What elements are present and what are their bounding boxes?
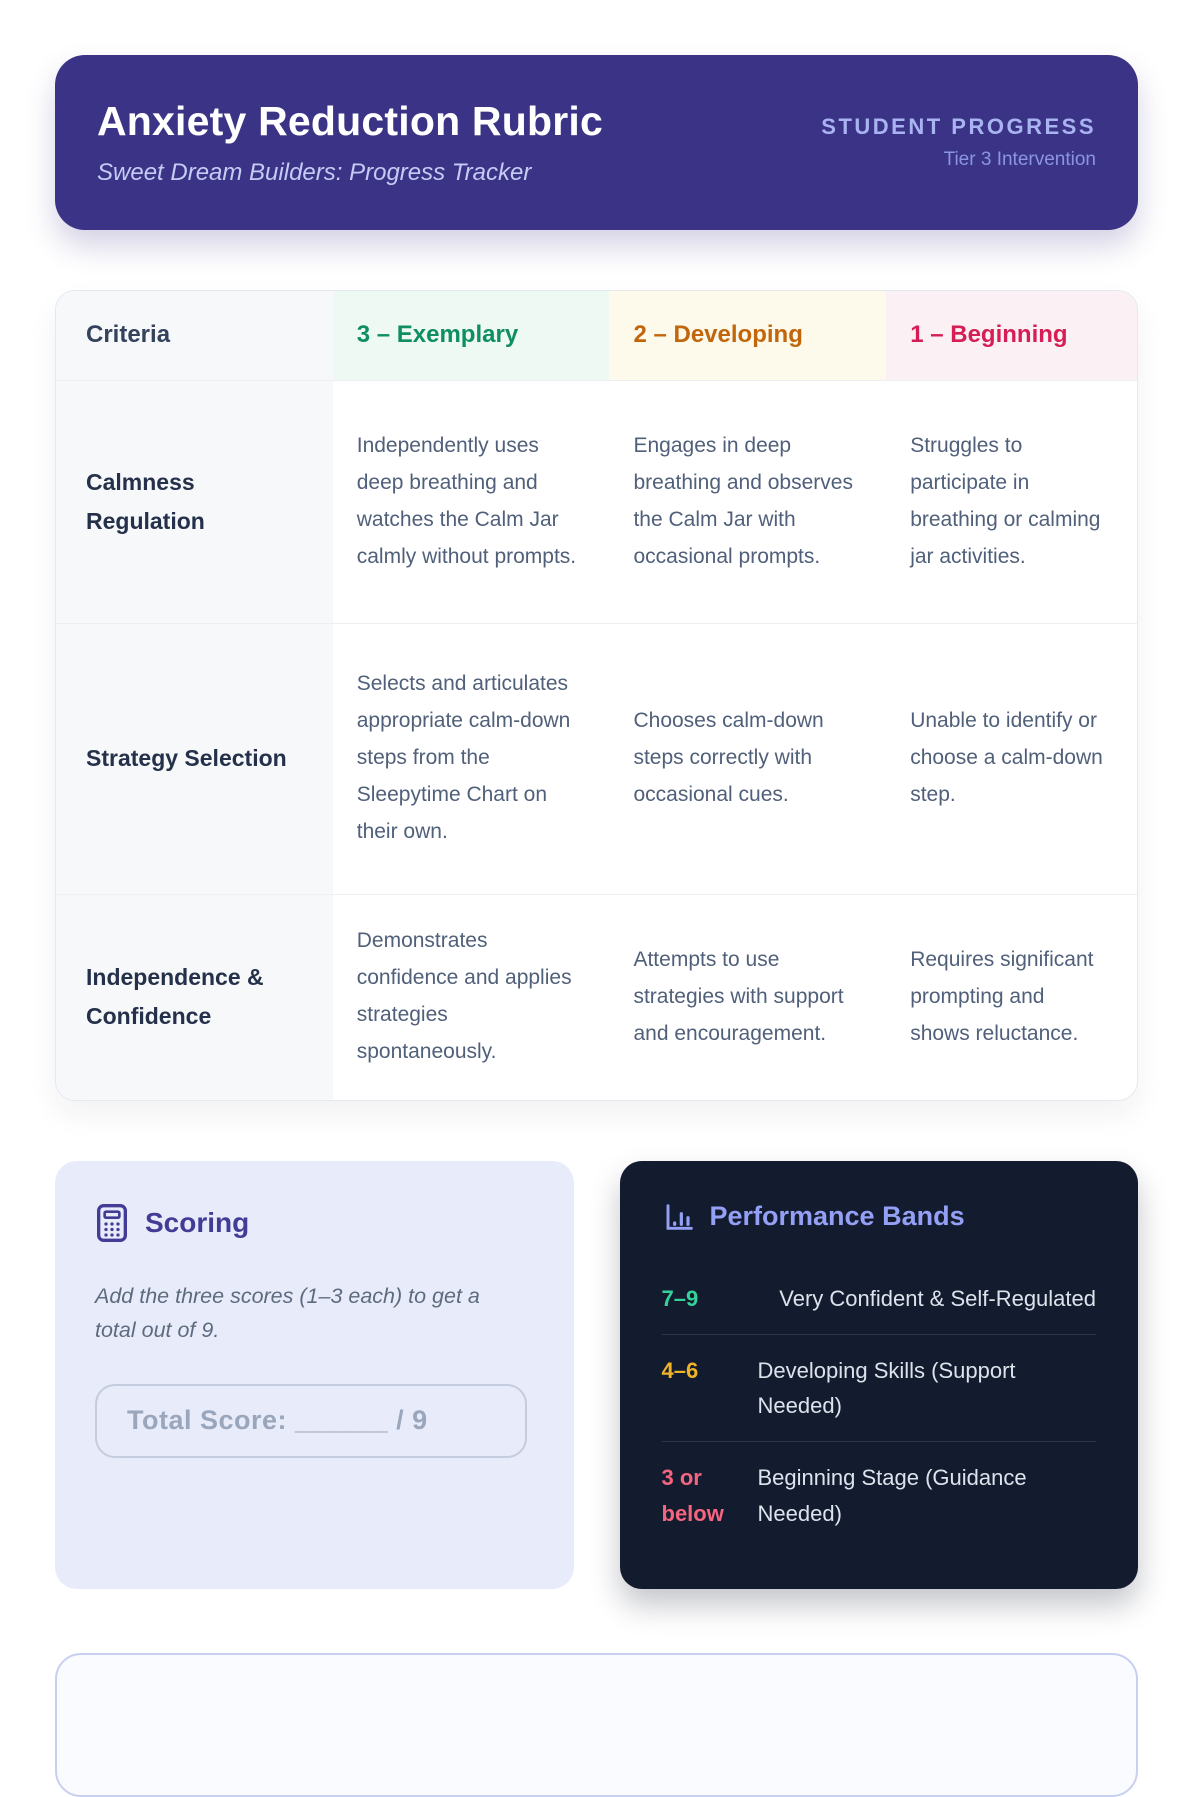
- criterion-label: Strategy Selection: [56, 623, 333, 894]
- bands-heading: Performance Bands: [662, 1201, 1097, 1233]
- bands-list: 7–9 Very Confident & Self-Regulated 4–6 …: [661, 1263, 1097, 1549]
- scoring-card: Scoring Add the three scores (1–3 each) …: [55, 1160, 574, 1589]
- next-section-card-partial: [55, 1652, 1138, 1797]
- cell-exemplary: Demonstrates confidence and applies stra…: [356, 929, 572, 1064]
- page-title: Anxiety Reduction Rubric: [97, 98, 603, 144]
- table-row: Strategy Selection Selects and articulat…: [56, 622, 1137, 894]
- scoring-instructions: Add the three scores (1–3 each) to get a…: [95, 1283, 480, 1343]
- band-range: 4–6: [661, 1357, 699, 1383]
- column-header-beginning: 1 – Beginning: [886, 291, 1137, 380]
- cell-beginning: Unable to identify or choose a calm-down…: [910, 709, 1103, 807]
- band-label: Beginning Stage (Guidance Needed): [757, 1465, 1027, 1526]
- bar-chart-icon: [662, 1201, 694, 1233]
- cell-beginning: Struggles to participate in breathing or…: [910, 433, 1101, 568]
- cell-exemplary: Independently uses deep breathing and wa…: [356, 433, 577, 568]
- criterion-label: Independence & Confidence: [56, 894, 333, 1100]
- header-banner: Anxiety Reduction Rubric Sweet Dream Bui…: [55, 55, 1138, 230]
- band-range: 3 or below: [661, 1465, 724, 1526]
- header-title-group: Anxiety Reduction Rubric Sweet Dream Bui…: [97, 98, 603, 187]
- cell-developing: Chooses calm-down steps correctly with o…: [633, 709, 824, 807]
- student-progress-tag: STUDENT PROGRESS: [821, 114, 1096, 139]
- table-row: Calmness Regulation Independently uses d…: [56, 379, 1137, 623]
- column-header-developing: 2 – Developing: [609, 291, 887, 380]
- criterion-label: Calmness Regulation: [56, 380, 333, 623]
- cell-developing: Attempts to use strategies with support …: [633, 947, 844, 1045]
- band-label: Developing Skills (Support Needed): [757, 1357, 1016, 1419]
- header-tag-group: STUDENT PROGRESS Tier 3 Intervention: [821, 114, 1096, 171]
- cell-developing: Engages in deep breathing and observes t…: [633, 433, 853, 568]
- calculator-icon: [95, 1203, 129, 1243]
- tier-label: Tier 3 Intervention: [943, 149, 1096, 170]
- band-row-low: 3 or below Beginning Stage (Guidance Nee…: [661, 1441, 1096, 1548]
- summary-cards-row: Scoring Add the three scores (1–3 each) …: [55, 1160, 1138, 1589]
- page-subtitle: Sweet Dream Builders: Progress Tracker: [97, 159, 532, 186]
- scoring-title: Scoring: [145, 1206, 250, 1238]
- cell-beginning: Requires significant prompting and shows…: [910, 947, 1094, 1045]
- cell-exemplary: Selects and articulates appropriate calm…: [356, 672, 571, 844]
- scoring-heading: Scoring: [95, 1203, 534, 1243]
- performance-bands-card: Performance Bands 7–9 Very Confident & S…: [619, 1160, 1138, 1589]
- total-score-input[interactable]: Total Score: ______ / 9: [95, 1383, 527, 1458]
- total-score-label: Total Score: ______ / 9: [127, 1405, 428, 1436]
- band-row-mid: 4–6 Developing Skills (Support Needed): [661, 1333, 1096, 1441]
- band-row-high: 7–9 Very Confident & Self-Regulated: [662, 1263, 1097, 1334]
- band-label: Very Confident & Self-Regulated: [779, 1285, 1096, 1311]
- table-header-row: Criteria 3 – Exemplary 2 – Developing 1 …: [56, 291, 1137, 380]
- column-header-exemplary: 3 – Exemplary: [332, 291, 610, 380]
- table-row: Independence & Confidence Demonstrates c…: [56, 893, 1137, 1100]
- column-header-criteria: Criteria: [56, 291, 333, 380]
- rubric-table: Criteria 3 – Exemplary 2 – Developing 1 …: [55, 290, 1138, 1101]
- band-range: 7–9: [661, 1285, 699, 1311]
- bands-title: Performance Bands: [709, 1201, 965, 1232]
